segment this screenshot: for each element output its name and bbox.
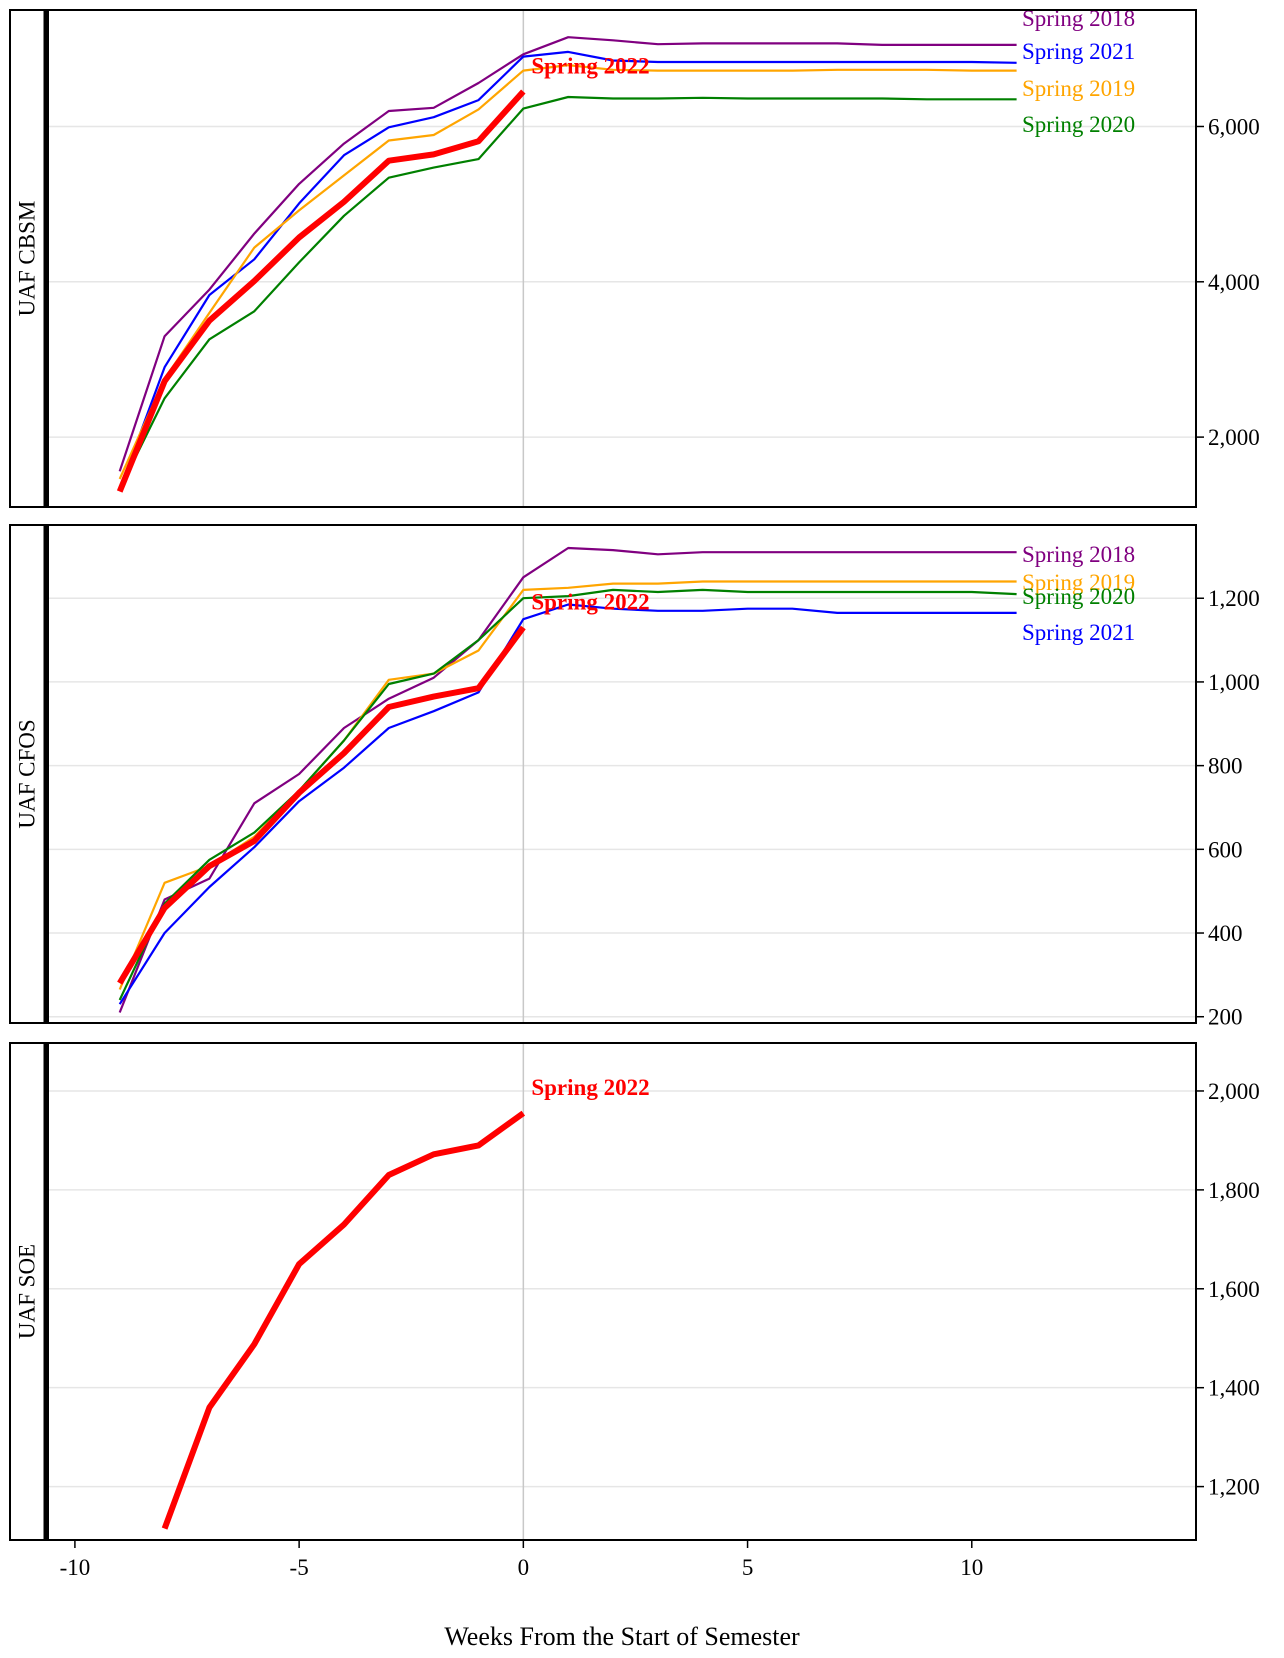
- x-axis-label: Weeks From the Start of Semester: [444, 1622, 800, 1651]
- y-tick-label: 800: [1208, 754, 1243, 779]
- x-axis: -10 -5 0 5 10: [60, 1540, 983, 1580]
- y-tick-label: 1,200: [1208, 586, 1260, 611]
- series-line-spring-2022: [117, 625, 526, 985]
- strip-box: [9, 1042, 49, 1541]
- x-tick-label: -5: [290, 1555, 309, 1580]
- series-label-spring-2020: Spring 2020: [1022, 584, 1135, 609]
- strip-label-uaf-cbsm: UAF CBSM: [15, 201, 40, 317]
- y-tick-label: 2,000: [1208, 425, 1260, 450]
- y-tick-label: 2,000: [1208, 1079, 1260, 1104]
- series-line-spring-2018: [118, 546, 1017, 1013]
- series-line-spring-2020: [118, 588, 1017, 1001]
- y-tick-label: 1,000: [1208, 670, 1260, 695]
- y-tick-label: 1,800: [1208, 1178, 1260, 1203]
- y-tick-label: 4,000: [1208, 270, 1260, 295]
- panel-background: [48, 1043, 1196, 1540]
- series-label-spring-2022: Spring 2022: [531, 590, 649, 615]
- series-line-spring-2020: [118, 95, 1017, 490]
- series-line-spring-2019: [118, 63, 1017, 480]
- x-tick-label: -10: [60, 1555, 91, 1580]
- x-tick-label: 5: [742, 1555, 754, 1580]
- strip-label-uaf-soe: UAF SOE: [15, 1244, 40, 1339]
- x-tick-label: 0: [518, 1555, 530, 1580]
- series-label-spring-2022: Spring 2022: [531, 1075, 649, 1100]
- y-tick-label: 1,600: [1208, 1277, 1260, 1302]
- series-line-spring-2021: [118, 603, 1017, 1005]
- x-tick-label: 10: [960, 1555, 983, 1580]
- panel-background: [48, 10, 1196, 507]
- y-tick-label: 200: [1208, 1005, 1243, 1030]
- series-line-spring-2022: [161, 1110, 526, 1530]
- strip-label-uaf-cfos: UAF CFOS: [15, 719, 40, 828]
- series-line-spring-2021: [118, 50, 1017, 490]
- series-label-spring-2022: Spring 2022: [531, 54, 649, 79]
- series-label-spring-2020: Spring 2020: [1022, 112, 1135, 137]
- y-tick-label: 1,200: [1208, 1475, 1260, 1500]
- panel-border: [47, 1042, 1197, 1541]
- y-tick-label: 400: [1208, 921, 1243, 946]
- series-line-spring-2018: [118, 36, 1017, 472]
- series-label-spring-2019: Spring 2019: [1022, 76, 1135, 101]
- series-label-spring-2021: Spring 2021: [1022, 620, 1135, 645]
- panel-background: [48, 525, 1196, 1023]
- y-tick-label: 6,000: [1208, 114, 1260, 139]
- y-tick-label: 600: [1208, 837, 1243, 862]
- series-line-spring-2022: [116, 89, 526, 493]
- series-label-spring-2019: Spring 2019: [1022, 570, 1135, 595]
- panel-uaf-soe: Spring 2022 1,200 1,400 1,600 1,800 2,000 UAF …: [9, 1042, 1260, 1541]
- y-tick-label: 1,400: [1208, 1376, 1260, 1401]
- series-label-spring-2018: Spring 2018: [1022, 542, 1135, 567]
- series-label-spring-2021: Spring 2021: [1022, 39, 1135, 64]
- panel-border: [47, 524, 1197, 1024]
- panel-border: [47, 9, 1197, 508]
